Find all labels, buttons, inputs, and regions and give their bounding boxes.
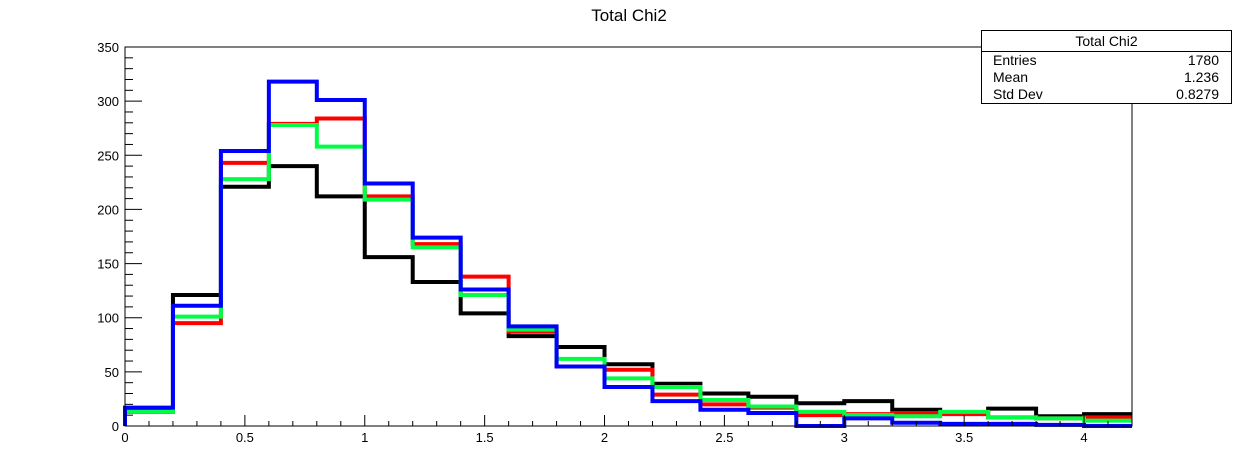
y-tick-label: 100 <box>97 311 119 326</box>
x-tick-label: 0 <box>121 430 128 445</box>
histogram-series-3 <box>123 79 1132 428</box>
x-tick-label: 1.5 <box>476 430 494 445</box>
stats-title: Total Chi2 <box>982 31 1231 52</box>
stats-value: 0.8279 <box>1176 86 1219 102</box>
axes-layer: 0 0.5 1 1.5 2 2.5 3 3.5 4 0 50 100 150 200 250 300 350 <box>97 40 1133 445</box>
stats-row-mean: Mean 1.236 <box>982 69 1231 86</box>
stats-row-entries: Entries 1780 <box>982 52 1231 69</box>
y-tick-label: 250 <box>97 148 119 163</box>
y-tick-label: 50 <box>105 365 119 380</box>
chart-title: Total Chi2 <box>591 6 667 25</box>
stats-label: Mean <box>993 69 1029 85</box>
x-tick-label: 4 <box>1080 430 1087 445</box>
histogram-series-2 <box>123 122 1132 426</box>
y-tick-label: 300 <box>97 94 119 109</box>
stats-value: 1.236 <box>1183 69 1219 85</box>
x-tick-label: 0.5 <box>236 430 254 445</box>
x-tick-label: 3 <box>841 430 848 445</box>
stats-box: Total Chi2 Entries 1780 Mean 1.236 Std D… <box>981 30 1232 104</box>
series-layer <box>123 79 1132 428</box>
x-tick-label: 2 <box>601 430 608 445</box>
y-tick-label: 0 <box>112 419 119 434</box>
y-tick-label: 150 <box>97 257 119 272</box>
stats-value: 1780 <box>1187 52 1219 68</box>
stats-label: Entries <box>993 52 1037 68</box>
x-tick-label: 2.5 <box>715 430 733 445</box>
x-tick-label: 1 <box>361 430 368 445</box>
y-tick-label: 350 <box>97 40 119 55</box>
stats-label: Std Dev <box>993 86 1043 102</box>
x-tick-label: 3.5 <box>955 430 973 445</box>
y-tick-label: 200 <box>97 202 119 217</box>
stats-row-stddev: Std Dev 0.8279 <box>982 86 1231 103</box>
